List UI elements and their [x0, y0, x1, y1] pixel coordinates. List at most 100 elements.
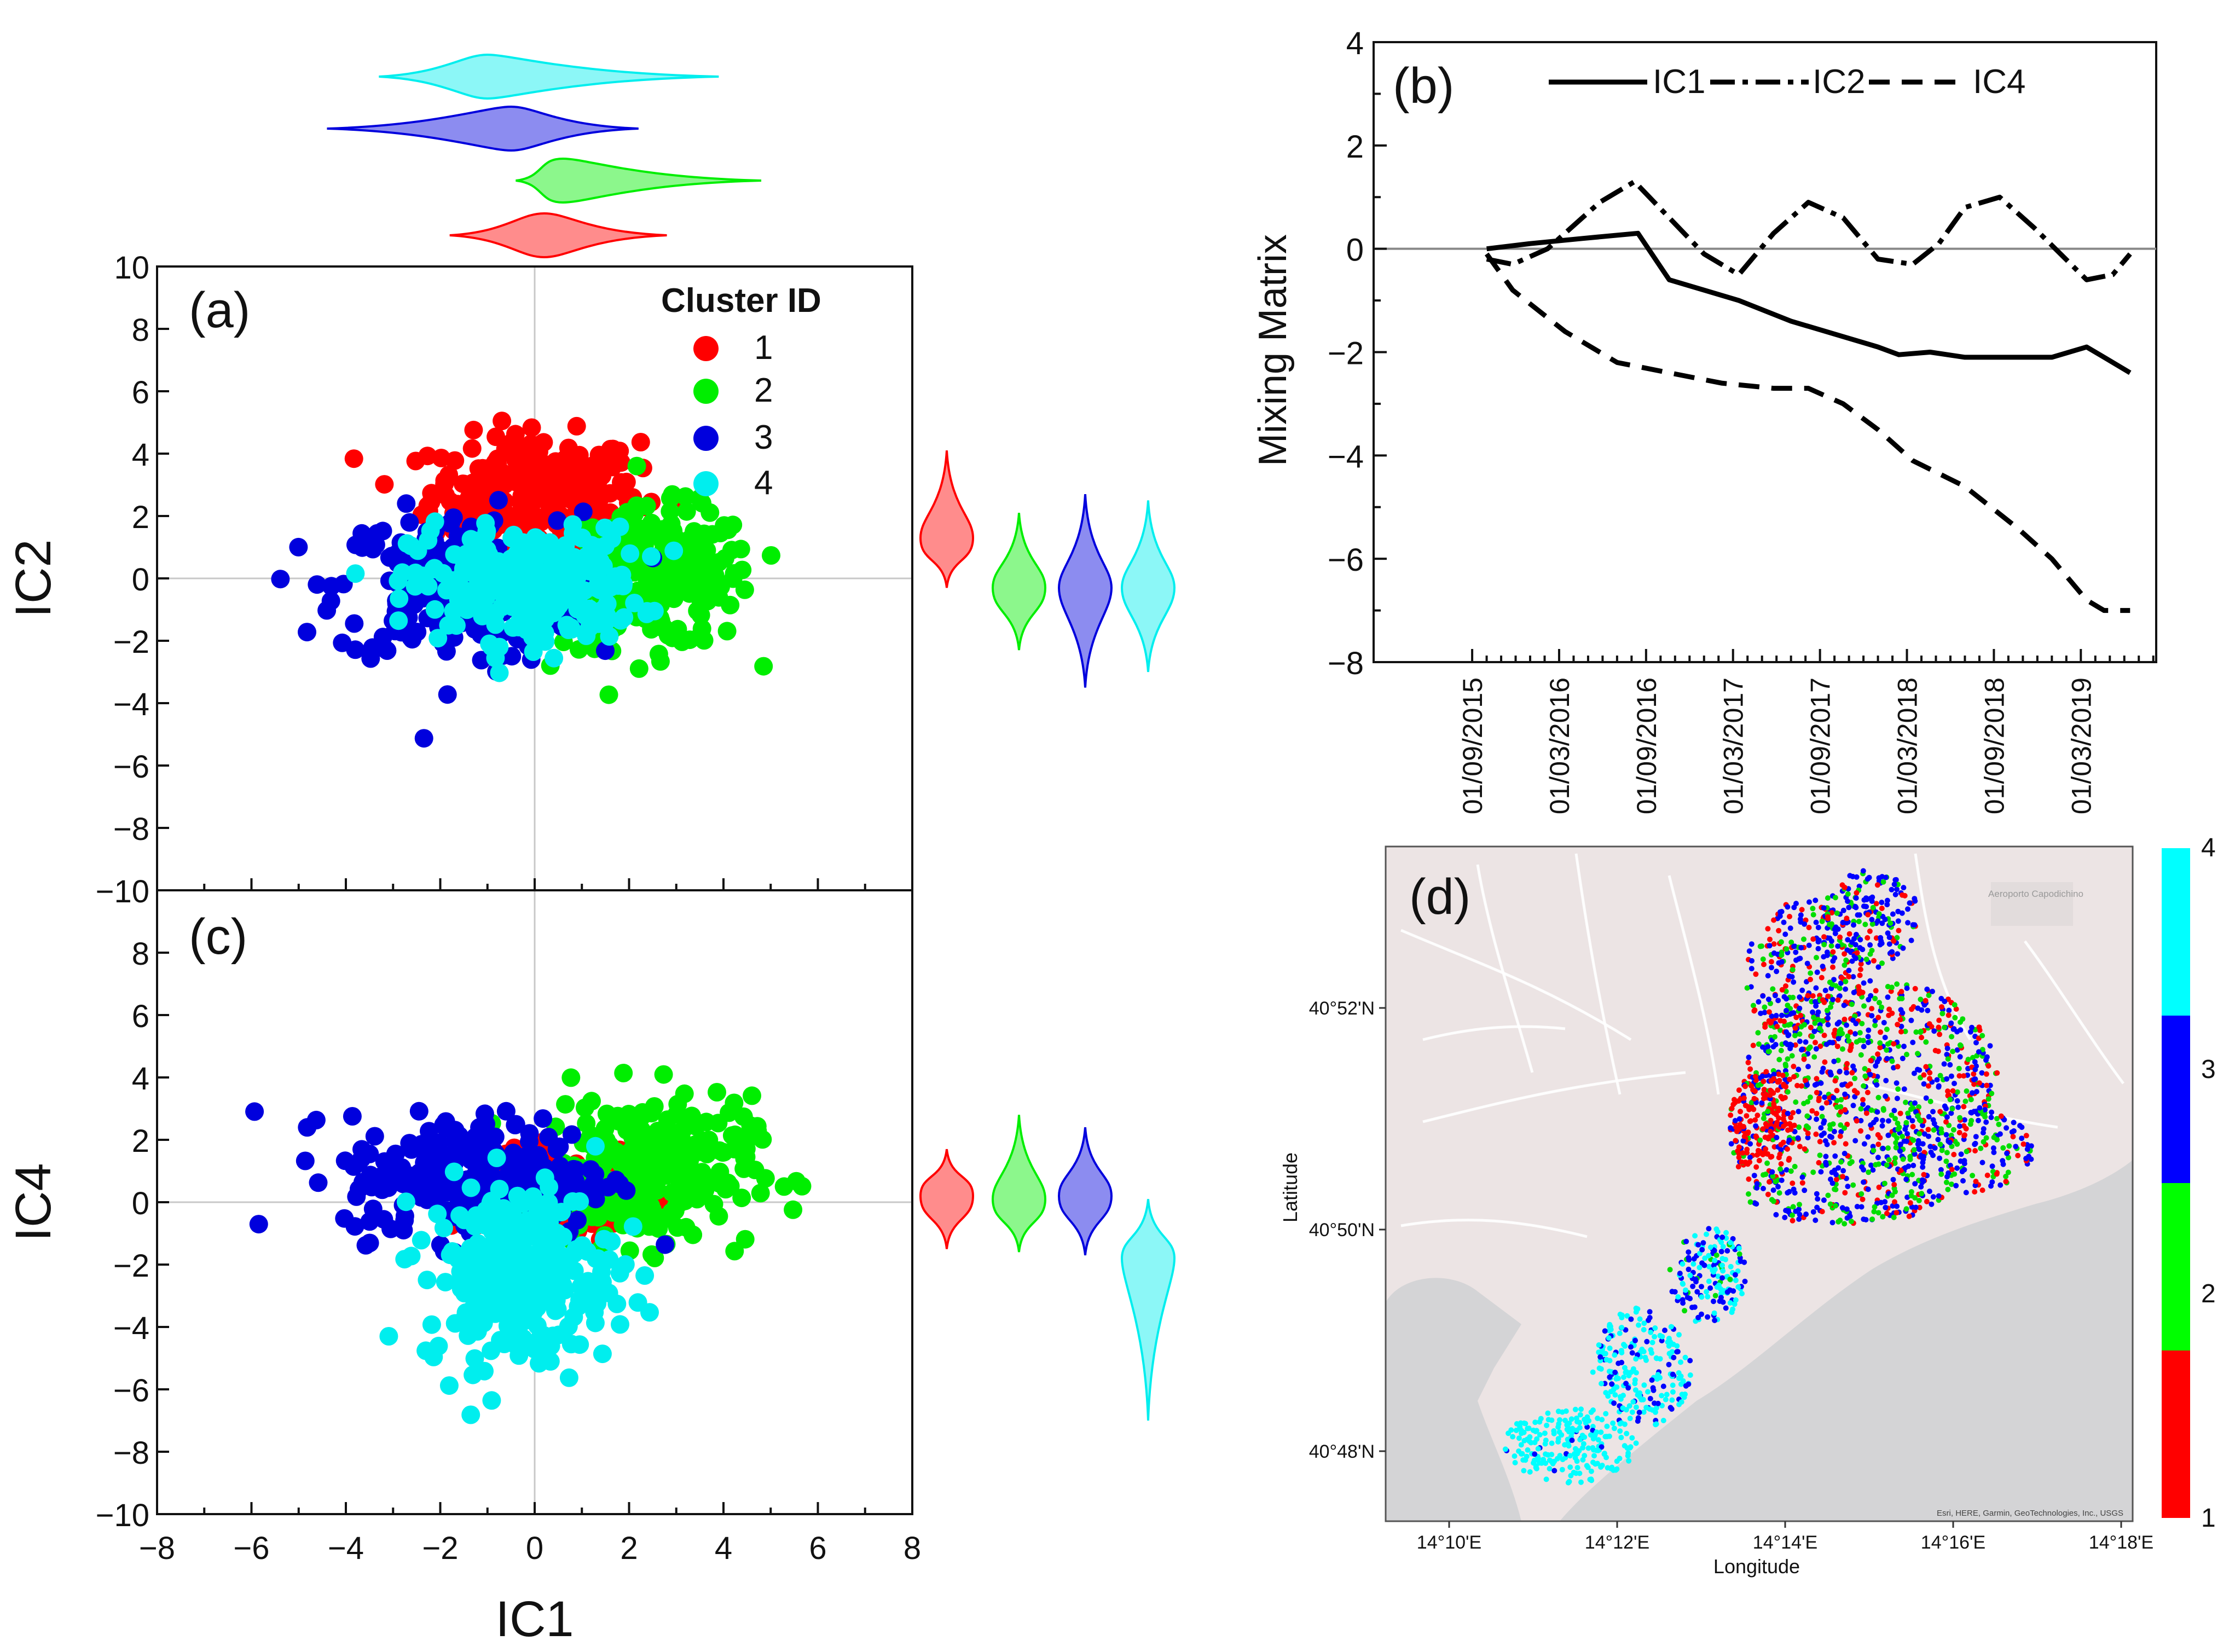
legend-label-2: 2 [754, 372, 773, 409]
c-point-cluster-4 [506, 1334, 525, 1353]
a-point-cluster-4 [480, 634, 499, 653]
map-point-cluster-1 [1875, 1141, 1881, 1147]
map-point-cluster-1 [1799, 907, 1805, 913]
map-point-cluster-4 [1513, 1428, 1519, 1433]
map-point-cluster-3 [1902, 1165, 1908, 1171]
map-point-cluster-2 [1880, 1107, 1886, 1113]
a-point-cluster-3 [317, 601, 337, 620]
map-point-cluster-4 [1582, 1453, 1588, 1459]
a-point-cluster-1 [462, 439, 482, 458]
a-point-cluster-4 [466, 588, 485, 607]
map-point-cluster-1 [1787, 1076, 1793, 1082]
map-point-cluster-4 [1519, 1428, 1524, 1434]
map-point-cluster-4 [1572, 1455, 1578, 1461]
map-point-cluster-1 [1775, 1087, 1781, 1093]
map-point-cluster-2 [1939, 1011, 1946, 1017]
map-point-cluster-3 [1863, 895, 1869, 901]
map-point-cluster-4 [1510, 1434, 1516, 1440]
a-point-cluster-2 [694, 631, 714, 650]
map-point-cluster-1 [1771, 1103, 1777, 1109]
map-point-cluster-1 [1809, 1108, 1815, 1114]
map-point-cluster-3 [1972, 1066, 1978, 1073]
map-point-cluster-3 [1751, 1173, 1757, 1179]
map-point-cluster-1 [1768, 1078, 1774, 1083]
c-x-tick-label: 2 [620, 1531, 638, 1566]
panel-c-points [245, 1064, 812, 1424]
map-point-cluster-3 [1885, 994, 1891, 1000]
map-point-cluster-3 [1775, 998, 1781, 1004]
c-point-cluster-3 [345, 1217, 364, 1236]
map-point-cluster-4 [1675, 1294, 1681, 1300]
a-point-cluster-1 [534, 433, 553, 452]
map-point-cluster-2 [1838, 1159, 1844, 1165]
map-latitude-tick-label: 40°48'N [1309, 1441, 1375, 1462]
map-point-cluster-3 [1831, 1058, 1837, 1064]
map-point-cluster-1 [1730, 1102, 1736, 1108]
panel-b-x-tick-label: 01/09/2015 [1457, 677, 1488, 814]
map-point-cluster-3 [1874, 1109, 1880, 1115]
c-point-cluster-4 [635, 1266, 655, 1285]
map-point-cluster-3 [1686, 1249, 1692, 1255]
map-point-cluster-2 [1873, 1162, 1879, 1168]
panel-b-y-tick-label: −6 [1328, 542, 1364, 578]
map-point-cluster-3 [1890, 911, 1896, 917]
map-point-cluster-2 [1919, 1191, 1925, 1197]
a-point-cluster-4 [477, 525, 496, 544]
map-point-cluster-3 [1890, 1176, 1896, 1183]
c-x-tick-label: −8 [139, 1531, 175, 1566]
map-point-cluster-2 [1778, 1047, 1784, 1053]
map-point-cluster-3 [1894, 1203, 1900, 1209]
map-point-cluster-1 [1979, 1187, 1985, 1193]
colorbar-segment [2162, 1350, 2190, 1518]
map-point-cluster-3 [1833, 1172, 1839, 1178]
c-violin-cluster-4 [1120, 1199, 1176, 1421]
map-point-cluster-3 [1749, 958, 1755, 964]
map-point-cluster-4 [1626, 1458, 1632, 1464]
map-point-cluster-3 [1845, 937, 1851, 943]
map-point-cluster-4 [1727, 1239, 1733, 1245]
map-point-cluster-2 [1801, 936, 1806, 942]
map-point-cluster-2 [1967, 1121, 1973, 1127]
map-point-cluster-1 [1865, 1089, 1871, 1095]
map-point-cluster-3 [1813, 985, 1819, 991]
c-point-cluster-3 [564, 1160, 583, 1179]
map-point-cluster-3 [1861, 903, 1867, 909]
map-point-cluster-4 [1630, 1366, 1636, 1372]
a-point-cluster-2 [655, 565, 674, 584]
c-y-tick-label: 8 [132, 936, 149, 972]
map-point-cluster-3 [1798, 944, 1804, 950]
map-point-cluster-2 [1776, 1057, 1782, 1063]
map-point-cluster-2 [1810, 906, 1816, 912]
c-point-cluster-4 [487, 1149, 506, 1167]
map-point-cluster-4 [1642, 1354, 1648, 1360]
map-point-cluster-3 [1958, 1151, 1964, 1157]
map-point-cluster-3 [1971, 1076, 1977, 1082]
c-point-cluster-2 [556, 1095, 575, 1114]
map-point-cluster-2 [1788, 1168, 1794, 1174]
map-point-cluster-2 [1830, 1121, 1836, 1127]
map-point-cluster-3 [1719, 1234, 1726, 1241]
map-point-cluster-3 [1987, 1043, 1993, 1049]
map-point-cluster-2 [1763, 1172, 1769, 1177]
map-point-cluster-1 [1752, 1088, 1758, 1094]
map-point-cluster-2 [1885, 1041, 1891, 1047]
map-x-axis-label: Longitude [1713, 1555, 1800, 1578]
map-point-cluster-1 [1860, 1097, 1866, 1103]
map-point-cluster-3 [2004, 1125, 2010, 1131]
map-latitude-tick-label: 40°50'N [1309, 1220, 1375, 1241]
c-point-cluster-4 [515, 1193, 534, 1212]
map-point-cluster-4 [1719, 1256, 1726, 1262]
c-y-tick-label: 0 [132, 1186, 149, 1221]
map-point-cluster-3 [1885, 930, 1891, 936]
a-point-cluster-4 [536, 632, 555, 651]
a-point-cluster-1 [526, 508, 546, 528]
map-point-cluster-4 [1596, 1349, 1602, 1355]
map-point-cluster-3 [1973, 1134, 1979, 1140]
map-point-cluster-2 [1792, 1033, 1798, 1039]
map-point-cluster-3 [1822, 1094, 1828, 1100]
legend-label-ic2: IC2 [1813, 63, 1865, 101]
map-point-cluster-3 [1821, 954, 1827, 960]
map-point-cluster-2 [1854, 1039, 1860, 1045]
map-point-cluster-3 [1960, 1178, 1966, 1184]
map-point-cluster-1 [1865, 935, 1871, 941]
